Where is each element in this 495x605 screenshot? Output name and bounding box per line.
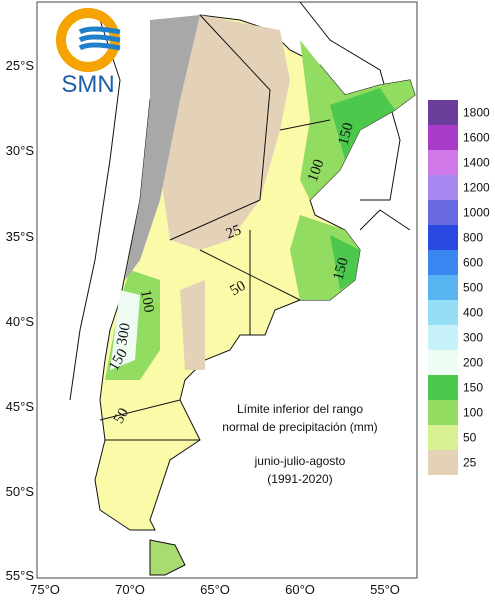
legend-swatch bbox=[428, 200, 458, 225]
legend-swatch bbox=[428, 325, 458, 350]
legend-label: 50 bbox=[463, 431, 477, 445]
legend-swatch bbox=[428, 250, 458, 275]
legend-swatch bbox=[428, 100, 458, 125]
legend-label: 25 bbox=[463, 456, 477, 470]
contour-label: 300 bbox=[114, 322, 134, 347]
legend-swatch bbox=[428, 400, 458, 425]
lon-label: 65°O bbox=[200, 582, 230, 597]
legend-label: 1200 bbox=[463, 181, 490, 195]
lat-label: 50°S bbox=[6, 484, 35, 499]
contour-label: 100 bbox=[137, 289, 157, 314]
lon-label: 55°O bbox=[370, 582, 400, 597]
lat-label: 30°S bbox=[6, 143, 35, 158]
legend-label: 1800 bbox=[463, 106, 490, 120]
legend-swatch bbox=[428, 175, 458, 200]
legend-label: 300 bbox=[463, 331, 483, 345]
contour-label: 100 bbox=[305, 157, 328, 184]
lon-label: 60°O bbox=[285, 582, 315, 597]
lon-label: 70°O bbox=[115, 582, 145, 597]
annotation: (1991-2020) bbox=[267, 472, 332, 486]
tierra-del-fuego bbox=[149, 539, 186, 576]
legend-swatch bbox=[428, 275, 458, 300]
contour-label: 150 bbox=[335, 121, 356, 147]
contour-label: 25 bbox=[224, 222, 244, 242]
wet-region bbox=[330, 88, 395, 160]
annotation: junio-julio-agosto bbox=[254, 454, 346, 468]
legend-label: 150 bbox=[463, 381, 483, 395]
contour-label: 50 bbox=[111, 406, 132, 427]
logo-text: SMN bbox=[61, 71, 114, 98]
legend-swatch bbox=[428, 450, 458, 475]
legend-label: 600 bbox=[463, 256, 483, 270]
legend-label: 1600 bbox=[463, 131, 490, 145]
contour-label: 50 bbox=[228, 278, 249, 299]
logo-waves bbox=[78, 26, 121, 51]
andes bbox=[125, 15, 200, 280]
legend-label: 100 bbox=[463, 406, 483, 420]
wet-region bbox=[330, 235, 360, 290]
lat-label: 55°S bbox=[6, 568, 35, 583]
legend-swatch bbox=[428, 225, 458, 250]
contour-label: 150 bbox=[330, 256, 351, 282]
legend-swatch bbox=[428, 375, 458, 400]
legend-swatch bbox=[428, 350, 458, 375]
legend-label: 400 bbox=[463, 306, 483, 320]
legend-label: 1400 bbox=[463, 156, 490, 170]
legend: 1800 1600 1400 1200 1000 800 600 500 400 300 200 15… bbox=[428, 100, 490, 475]
legend-swatch bbox=[428, 300, 458, 325]
legend-label: 500 bbox=[463, 281, 483, 295]
legend-swatch bbox=[428, 125, 458, 150]
legend-swatch bbox=[428, 425, 458, 450]
annotation: Límite inferior del rango bbox=[237, 402, 363, 416]
annotation: normal de precipitación (mm) bbox=[222, 420, 377, 434]
legend-label: 200 bbox=[463, 356, 483, 370]
province-borders bbox=[99, 14, 331, 441]
lat-label: 40°S bbox=[6, 314, 35, 329]
lat-label: 25°S bbox=[6, 58, 35, 73]
dry-region bbox=[180, 280, 205, 370]
legend-label: 1000 bbox=[463, 206, 490, 220]
lon-label: 75°O bbox=[30, 582, 60, 597]
legend-swatch bbox=[428, 150, 458, 175]
wet-region bbox=[110, 290, 140, 370]
lat-label: 35°S bbox=[6, 229, 35, 244]
legend-label: 800 bbox=[463, 231, 483, 245]
lat-label: 45°S bbox=[6, 399, 35, 414]
